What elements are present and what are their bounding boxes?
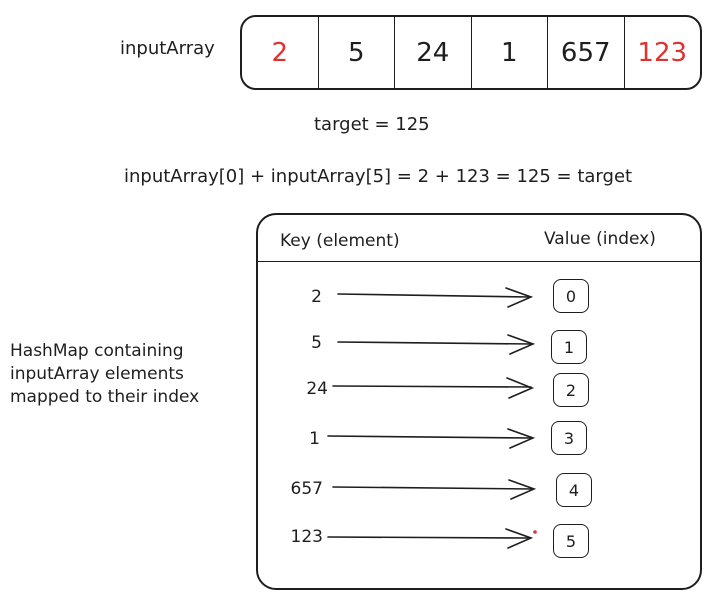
hashmap-table [256,213,702,590]
note-line-1: HashMap containing [10,341,184,361]
array-cell-3: 1 [472,17,548,88]
note-line-3: mapped to their index [10,387,200,407]
key-header: Key (element) [280,231,400,251]
value-header: Value (index) [544,229,656,249]
target-text: target = 125 [314,114,430,135]
array-cell-0: 2 [242,17,319,88]
hashmap-key-1: 5 [311,333,322,353]
hashmap-value-2: 2 [553,373,589,407]
hashmap-value-5: 5 [553,524,589,558]
hashmap-header-divider [256,261,702,262]
array-label: inputArray [120,38,215,59]
hashmap-value-4: 4 [556,473,592,507]
equation-text: inputArray[0] + inputArray[5] = 2 + 123 … [124,166,633,187]
array-cell-4: 657 [548,17,625,88]
hashmap-key-0: 2 [311,287,322,307]
note-line-2: inputArray elements [10,364,184,384]
input-array: 2 5 24 1 657 123 [240,15,702,90]
hashmap-value-1: 1 [551,330,587,364]
array-cell-2: 24 [395,17,472,88]
hashmap-key-3: 1 [309,429,320,449]
hashmap-key-4: 657 [290,479,323,499]
array-cell-1: 5 [319,17,395,88]
hashmap-key-2: 24 [306,379,328,399]
hashmap-note: HashMap containing inputArray elements m… [10,340,230,409]
hashmap-value-3: 3 [551,421,587,455]
hashmap-key-5: 123 [290,527,323,547]
array-cell-5: 123 [637,37,688,68]
hashmap-value-0: 0 [553,279,589,313]
